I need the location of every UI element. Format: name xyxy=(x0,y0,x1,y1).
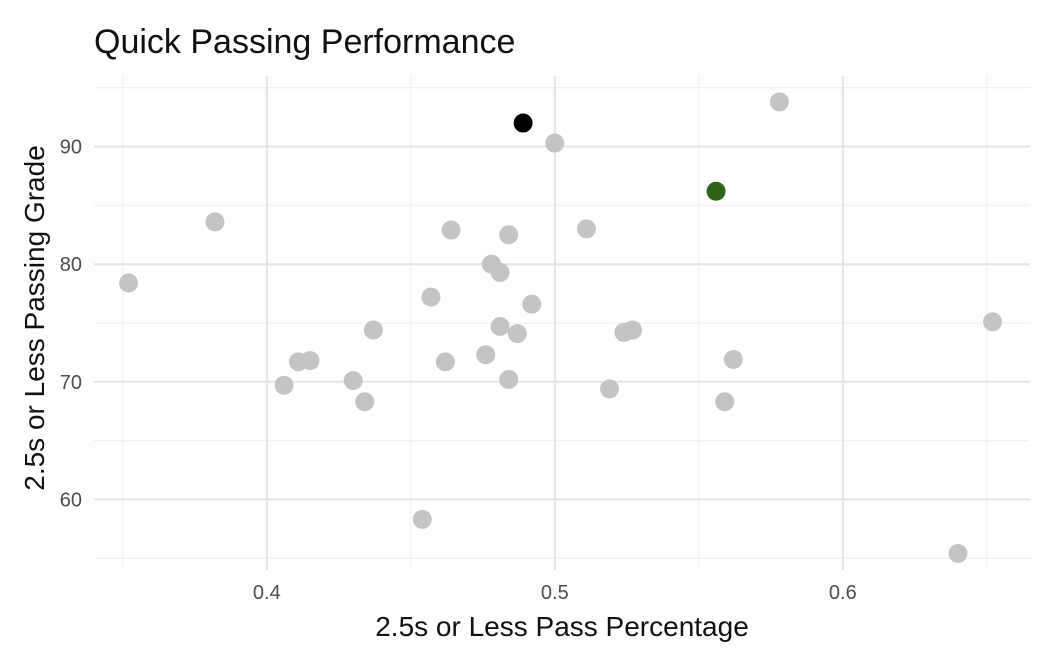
data-point xyxy=(412,509,432,529)
grid xyxy=(94,76,1030,570)
data-point xyxy=(355,392,375,412)
y-tick-label: 80 xyxy=(60,254,82,276)
data-point xyxy=(715,392,735,412)
x-tick-label: 0.4 xyxy=(253,582,281,604)
y-tick-label: 90 xyxy=(60,137,82,159)
highlighted-data-point xyxy=(513,113,533,133)
data-point xyxy=(499,225,519,245)
data-point xyxy=(421,287,441,307)
data-point xyxy=(522,294,542,314)
y-axis-ticks: 60 70 80 90 xyxy=(60,137,82,512)
y-tick-label: 70 xyxy=(60,372,82,394)
data-point xyxy=(769,92,789,112)
x-tick-label: 0.6 xyxy=(829,582,857,604)
x-axis-ticks: 0.4 0.5 0.6 xyxy=(253,582,857,604)
data-point xyxy=(343,371,363,391)
data-point xyxy=(723,349,743,369)
chart-title: Quick Passing Performance xyxy=(94,23,515,61)
data-point xyxy=(499,369,519,389)
data-point xyxy=(274,375,294,395)
y-axis-label: 2.5s or Less Passing Grade xyxy=(19,145,50,491)
data-point xyxy=(600,379,620,399)
data-point xyxy=(623,320,643,340)
data-point xyxy=(441,220,461,240)
data-point xyxy=(363,320,383,340)
data-point xyxy=(545,133,565,153)
data-point xyxy=(507,324,527,344)
data-point xyxy=(490,262,510,282)
y-tick-label: 60 xyxy=(60,489,82,511)
data-point xyxy=(948,544,968,564)
data-point xyxy=(119,273,139,293)
x-tick-label: 0.5 xyxy=(541,582,569,604)
x-axis-label: 2.5s or Less Pass Percentage xyxy=(375,611,749,642)
data-point xyxy=(576,219,596,239)
data-point xyxy=(476,345,496,365)
highlighted-data-point xyxy=(706,181,726,201)
data-point xyxy=(983,312,1003,332)
data-point xyxy=(435,352,455,372)
data-point xyxy=(300,351,320,371)
data-point xyxy=(205,212,225,232)
data-point xyxy=(490,317,510,337)
data-points xyxy=(119,92,1003,564)
